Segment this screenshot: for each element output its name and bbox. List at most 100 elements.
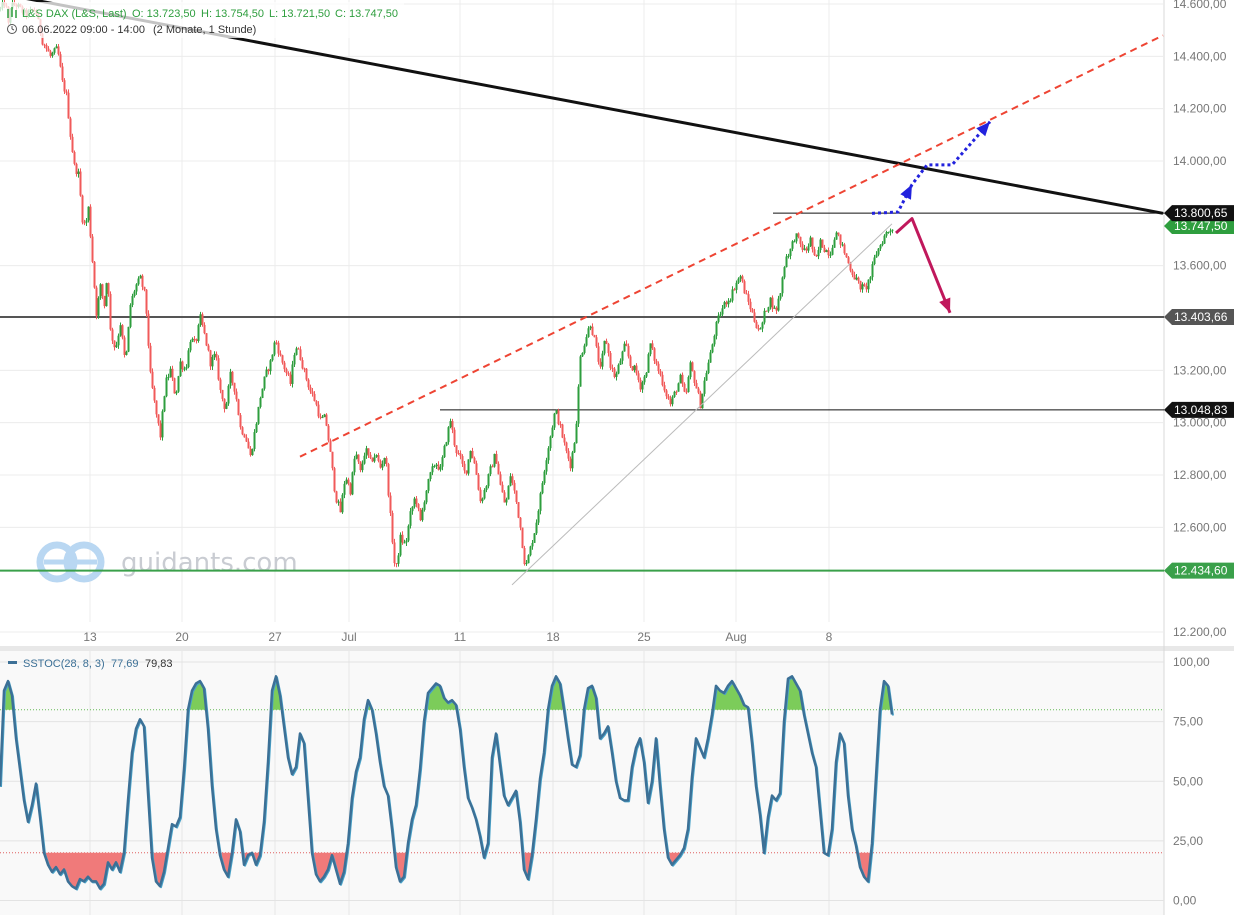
candle-body [331,451,334,469]
stoch-tick-label: 75,00 [1173,715,1203,729]
grid [0,0,1164,915]
candle-body [671,396,674,405]
candle-body [603,340,606,354]
candle-body [47,48,50,52]
candle-body [703,380,706,394]
candle-body [749,301,752,310]
candle-body [669,398,672,405]
candle-body [383,458,386,464]
candle-body [735,282,738,290]
candle-body [715,321,718,336]
candle-body [289,374,292,384]
candle-body [711,344,714,353]
candle-body [843,244,846,254]
candle-body [599,361,602,367]
candle-body [371,458,374,462]
candle-body [643,376,646,383]
scenario-arrows [871,120,992,314]
candle-body [883,235,886,244]
candle-body [361,463,364,471]
candle-body [179,361,182,377]
candle-body [111,329,114,341]
level-tag-label: 13.403,66 [1174,310,1228,324]
candle-body [103,295,106,307]
candle-body [381,463,384,468]
candle-body [75,163,78,175]
candle-body [891,229,894,231]
level-tag-bg [1164,309,1234,326]
candle-body [431,466,434,473]
candle-body [511,476,514,483]
candle-body [135,284,138,292]
bullish-scenario-path [871,120,992,215]
price-tick-label: 13.200,00 [1173,363,1227,377]
stochastic-legend: SSTOC(28, 8, 3) 77,69 79,83 [8,658,173,670]
header-open: O: 13.723,50 [132,8,196,20]
candle-body [783,267,786,278]
bullish-arrowhead [976,121,990,137]
header-symbol: L&S DAX (L&S, Last) [22,8,127,20]
candle-body [815,255,818,257]
candle-body [695,382,698,389]
candle-body [653,348,656,361]
candle-body [687,377,690,392]
clock-icon [7,24,17,34]
candle-body [679,374,682,384]
candle-body [569,458,572,469]
candle-body [433,465,436,467]
candle-body [773,307,776,309]
candle-body [325,414,328,426]
candle-body [779,293,782,299]
candle-body [567,450,570,459]
candle-body [737,278,740,283]
candle-body [207,345,210,351]
candle-body [249,448,252,456]
candle-body [437,464,440,470]
time-tick-label: 8 [826,630,833,644]
level-tag-label: 12.434,60 [1174,564,1228,578]
candle-body [53,48,56,53]
candle-body [727,300,730,305]
candle-body [675,391,678,393]
candle-body [841,244,844,246]
candle-body [101,284,104,296]
candle-body [759,328,762,330]
candle-body [367,448,370,455]
candle-body [533,533,536,543]
candle-body [497,463,500,475]
candle-body [667,396,670,399]
candle-body [95,287,98,316]
candle-body [255,423,258,433]
candle-body [723,302,726,309]
candle-body [487,474,490,487]
candle-body [113,340,116,348]
candle-body [885,232,888,236]
candle-body [589,326,592,329]
candle-body [719,314,722,316]
candle-body [785,256,788,268]
header-high: H: 13.754,50 [201,8,264,20]
candle-body [269,360,272,372]
candle-body [649,343,652,355]
candle-body [123,337,126,355]
candle-body [219,379,222,390]
candle-body [357,454,360,462]
time-tick-label: 11 [454,630,467,644]
candle-body [681,374,684,384]
candle-body [733,289,736,291]
candle-body [507,485,510,500]
candle-body [853,274,856,280]
candle-body [225,403,228,409]
candle-body [541,483,544,494]
candle-body [859,280,862,290]
candle-body [373,456,376,462]
candle-body [241,427,244,435]
candles [0,0,894,568]
candle-body [485,486,488,490]
candle-body [575,423,578,444]
level-tag-bg [1164,205,1234,222]
candle-body [849,263,852,271]
candle-body [167,376,170,378]
candle-body [721,308,724,315]
